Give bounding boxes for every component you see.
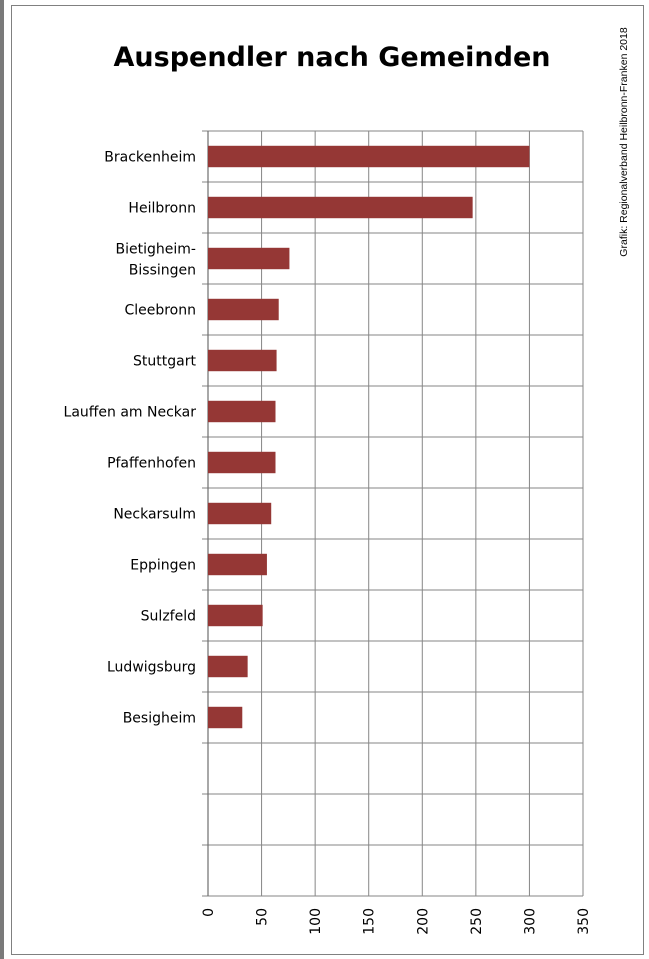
x-tick-label: 250 [469, 908, 485, 935]
chart-credit: Grafik: Regionalverband Heilbronn-Franke… [618, 27, 630, 257]
category-label: Brackenheim [104, 150, 196, 166]
category-labels: Brackenheim Heilbronn Bietigheim-Bissingen… [64, 150, 197, 727]
bars-layer [208, 145, 530, 729]
bar [208, 400, 276, 423]
bar [208, 145, 530, 168]
bar [208, 451, 276, 474]
tick-labels: 0 50 100 150 200 250 300 350 [201, 908, 592, 935]
x-tick-label: 0 [201, 908, 217, 917]
bar [208, 655, 248, 678]
category-label: Cleebronn [124, 303, 196, 319]
category-label: Eppingen [130, 558, 196, 574]
x-tick-label: 200 [415, 908, 431, 935]
x-tick-label: 50 [255, 908, 271, 926]
x-tick-label: 300 [522, 908, 538, 935]
bar [208, 502, 272, 525]
category-label: Stuttgart [133, 354, 196, 370]
x-tick-label: 350 [576, 908, 592, 935]
bar [208, 553, 267, 576]
chart-title: Auspendler nach Gemeinden [114, 42, 551, 73]
bar [208, 706, 243, 729]
x-tick-label: 150 [362, 908, 378, 935]
bar [208, 349, 277, 372]
category-label: Pfaffenhofen [107, 456, 196, 472]
category-label: Sulzfeld [141, 609, 196, 625]
category-label: Heilbronn [128, 201, 196, 217]
bar [208, 604, 263, 627]
bar [208, 247, 290, 270]
x-tick-label: 100 [308, 908, 324, 935]
bar [208, 196, 473, 219]
category-label: Bietigheim-Bissingen [116, 242, 196, 279]
bar [208, 298, 279, 321]
category-label: Lauffen am Neckar [64, 405, 197, 421]
window-edge [0, 0, 4, 959]
category-label: Neckarsulm [113, 507, 196, 523]
category-label: Ludwigsburg [107, 660, 196, 676]
category-label: Besigheim [123, 711, 196, 727]
